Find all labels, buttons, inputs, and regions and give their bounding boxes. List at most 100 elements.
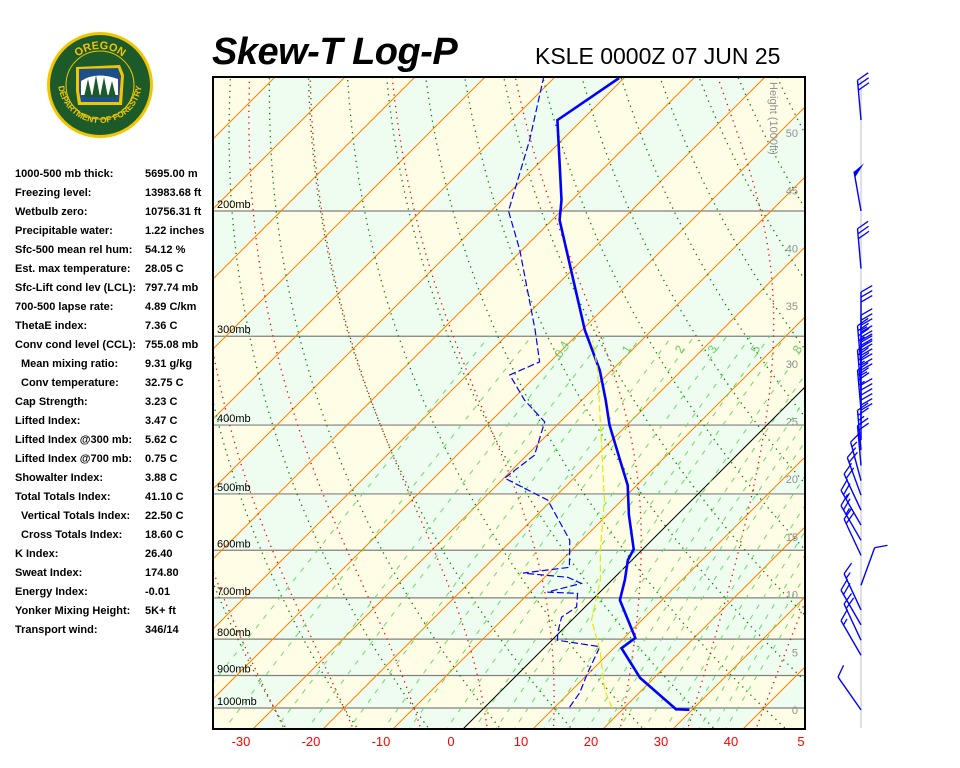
isobar-label: 900mb: [217, 663, 251, 675]
wind-barb-feather: [860, 393, 873, 401]
wind-barb-feather: [860, 358, 873, 366]
background-band: [726, 639, 805, 676]
isobar-label: 200mb: [217, 199, 251, 211]
isobar-label: 500mb: [217, 482, 251, 494]
background-band: [295, 211, 491, 337]
background-band: [213, 550, 292, 598]
background-band: [664, 550, 782, 598]
wind-barb-half-feather: [845, 507, 851, 515]
wind-barb-feather: [860, 325, 873, 333]
background-band: [376, 639, 483, 676]
background-band: [834, 675, 937, 708]
stat-value: 5.62 C: [145, 434, 178, 446]
wind-barb-feather: [858, 230, 870, 240]
background-band: [533, 708, 624, 729]
wind-barb-half-feather: [845, 492, 851, 500]
wind-barb-shaft: [849, 441, 862, 481]
mixing-ratio-line: [408, 335, 695, 729]
stat-label: Cross Totals Index:: [21, 529, 123, 541]
dry-adiabat: [620, 77, 805, 418]
wind-barb-shaft: [840, 505, 862, 541]
isotherm-line: [0, 77, 135, 729]
wind-barb: [846, 447, 862, 496]
background-band: [0, 211, 141, 336]
wind-barb-feather: [840, 609, 849, 621]
background-band: [922, 494, 960, 550]
wind-barb-feather: [857, 220, 869, 230]
wind-barb-feather: [874, 544, 888, 549]
background-band: [0, 336, 86, 425]
stat-label: Mean mixing ratio:: [21, 358, 119, 370]
stat-label: Energy Index:: [15, 586, 88, 598]
background-band: [0, 425, 67, 494]
grid-labels: 200mb 300mb 400mb 500mb 600mb 700mb 800mb 900mb…: [217, 82, 798, 717]
background-band: [280, 77, 485, 212]
stat-label: Conv cond level (CCL):: [15, 339, 137, 351]
wind-barb-feather: [857, 402, 869, 411]
stat-value: 10756.31 ft: [145, 206, 202, 218]
background-band: [342, 597, 455, 640]
background-band: [393, 708, 484, 729]
sounding-series: [503, 77, 690, 712]
isotherm-line: [813, 77, 960, 729]
background-band: [628, 425, 767, 494]
background-band: [291, 493, 419, 551]
stat-label: Transport wind:: [15, 624, 98, 636]
mixing-ratio-line: [445, 335, 728, 729]
background-band: [501, 493, 629, 551]
background-band: [908, 425, 960, 494]
background-band: [323, 708, 414, 729]
wind-barb-feather: [857, 72, 869, 81]
dry-adiabat: [503, 77, 805, 617]
background-band: [213, 675, 307, 708]
x-tick-label: -20: [302, 734, 321, 749]
stat-value: 22.50 C: [145, 510, 184, 522]
background-band: [43, 708, 134, 729]
background-band: [213, 77, 415, 212]
background-band: [0, 211, 71, 336]
wind-barb-feather: [842, 498, 851, 511]
background-band: [488, 425, 627, 494]
isotherm-line: [322, 246, 805, 729]
stat-value: 18.60 C: [145, 529, 184, 541]
temperature-line: [556, 77, 690, 712]
stat-value: 32.75 C: [145, 377, 184, 389]
background-band: [558, 425, 697, 494]
dry-adiabat: [919, 53, 960, 732]
height-tick-label: 40: [786, 243, 798, 255]
wind-barb-shaft: [853, 171, 862, 212]
wind-barb-feather: [860, 313, 873, 321]
wind-barb-feather: [837, 665, 845, 678]
background-band: [556, 336, 716, 426]
background-band: [692, 597, 805, 640]
isotherm-line: [213, 77, 486, 350]
wind-barb-feather: [860, 343, 873, 351]
wind-barb: [843, 592, 862, 641]
isotherm-line: [0, 77, 65, 729]
station-time-label: KSLE 0000Z 07 JUN 25: [535, 43, 781, 69]
background-band: [431, 493, 559, 551]
background-band: [764, 675, 805, 708]
isotherm-line: [213, 77, 696, 560]
isotherm-line: [252, 176, 805, 729]
background-band: [505, 211, 701, 337]
background-band: [874, 550, 960, 598]
background-band: [463, 708, 554, 729]
temperature-axis: -30 -20 -10 0 10 20 30 40 5: [232, 734, 805, 749]
height-tick-label: 35: [786, 301, 798, 313]
height-tick-label: 30: [786, 359, 798, 371]
background-band: [27, 639, 133, 675]
stat-label: Est. max temperature:: [15, 263, 131, 275]
background-band: [253, 708, 344, 729]
stat-label: Conv temperature:: [21, 377, 119, 389]
moist-adiabat: [755, 600, 805, 729]
wind-barb-shaft: [856, 350, 862, 390]
background-band: [412, 597, 525, 640]
background-band: [0, 77, 135, 211]
background-band: [852, 494, 960, 550]
background-band: [586, 639, 693, 676]
background-band: [418, 425, 557, 494]
stat-label: Yonker Mixing Height:: [15, 605, 131, 617]
wind-barb: [843, 562, 862, 611]
wind-barb: [856, 402, 869, 451]
